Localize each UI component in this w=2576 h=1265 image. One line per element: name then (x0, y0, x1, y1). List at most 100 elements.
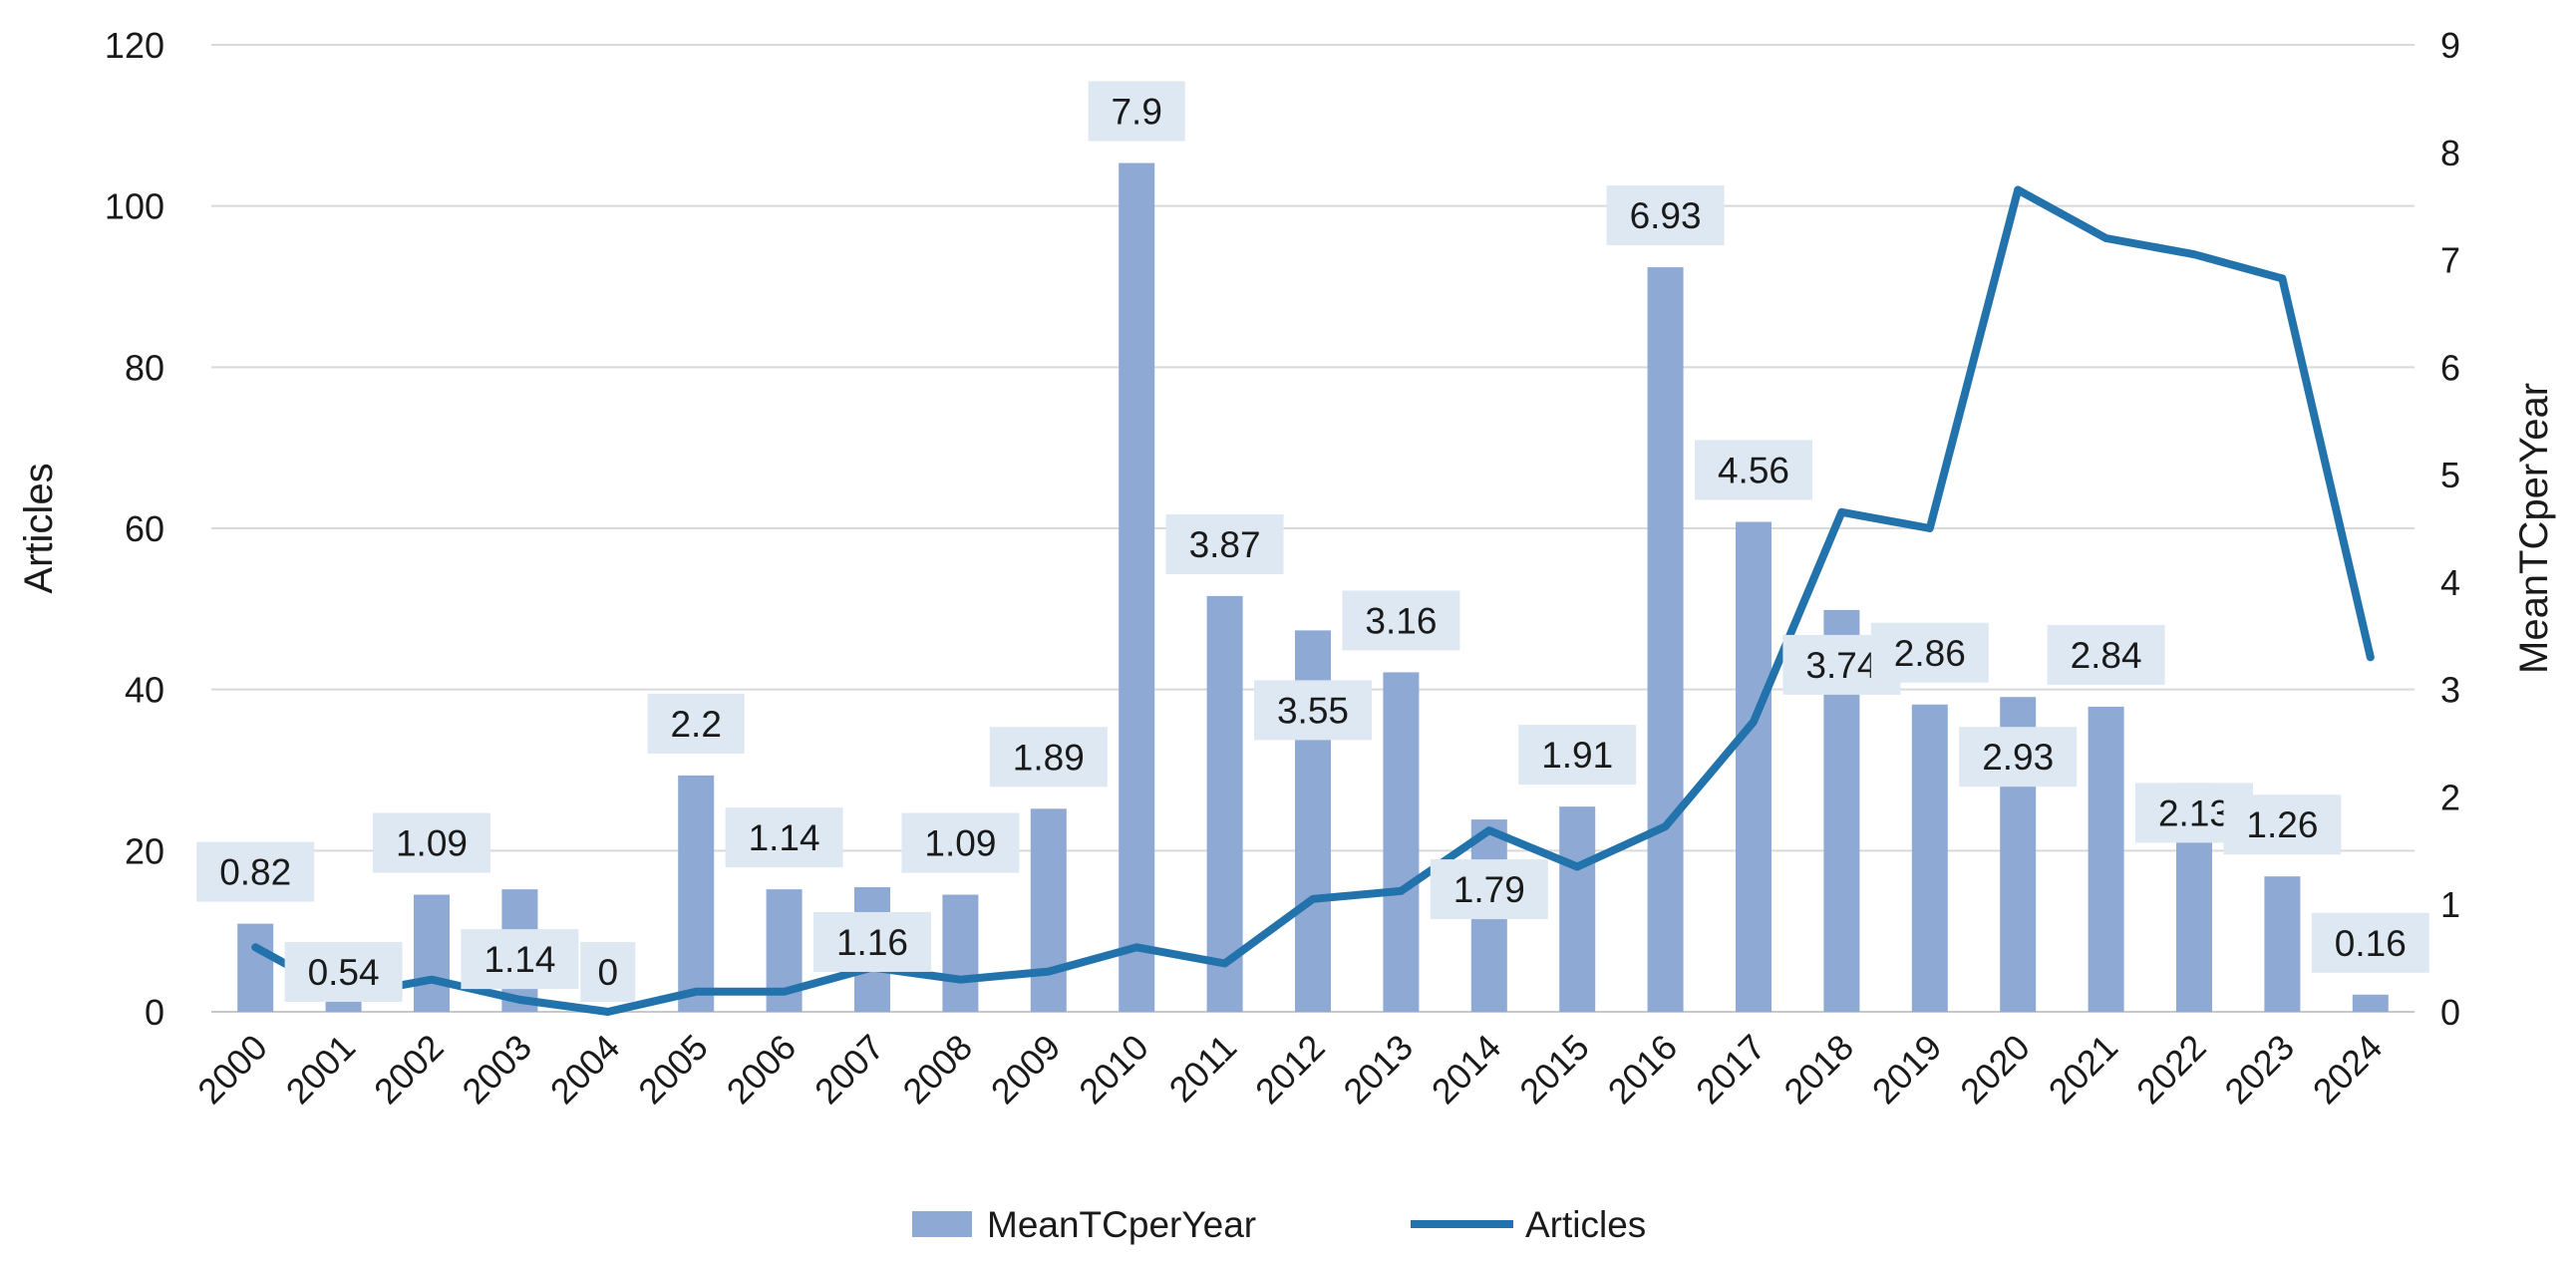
data-label: 2.93 (1982, 737, 2054, 778)
line-series (251, 185, 2375, 1016)
y-right-tick-label: 1 (2440, 884, 2460, 925)
y-right-tick-label: 9 (2440, 25, 2460, 66)
x-tick-label: 2023 (2216, 1027, 2302, 1112)
articles-line (251, 185, 2375, 1016)
data-label: 0.16 (2335, 923, 2407, 964)
legend: MeanTCperYear Articles (912, 1204, 1646, 1245)
x-tick-label: 2003 (454, 1027, 539, 1112)
data-label-box (1254, 680, 1372, 741)
data-label: 1.16 (836, 922, 908, 963)
x-tick-label: 2011 (1161, 1027, 1245, 1110)
y-right-tick-label: 4 (2440, 562, 2460, 603)
x-tick-label: 2022 (2128, 1027, 2214, 1112)
data-label-box (1342, 590, 1460, 651)
x-tick-label: 2013 (1335, 1027, 1421, 1112)
data-label: 1.89 (1013, 737, 1085, 778)
data-label: 2.2 (670, 704, 721, 745)
data-label-box (1695, 440, 1812, 500)
y-left-axis-title: Articles (17, 463, 61, 593)
bar-2023 (2264, 876, 2301, 1012)
data-label: 3.74 (1805, 645, 1877, 686)
x-tick-label: 2006 (719, 1027, 805, 1112)
y-right-axis-title: MeanTCperYear (2512, 383, 2556, 674)
y-left-tick-label: 20 (125, 830, 164, 871)
legend-swatch-bar (912, 1211, 972, 1237)
data-label: 3.87 (1189, 524, 1261, 565)
x-tick-label: 2019 (1864, 1027, 1950, 1112)
data-label-box (284, 942, 403, 1002)
bar-2017 (1736, 521, 1771, 1012)
data-label: 1.14 (749, 817, 820, 858)
data-label-box (1430, 859, 1548, 920)
y-left-tick-label: 0 (145, 992, 164, 1033)
bar-2011 (1206, 595, 1243, 1012)
x-tick-label: 2021 (2041, 1027, 2126, 1112)
data-label: 1.26 (2246, 804, 2318, 845)
data-label: 1.14 (483, 939, 555, 980)
x-tick-label: 2014 (1424, 1027, 1509, 1112)
bar-2024 (2352, 994, 2389, 1012)
data-label-box (1606, 185, 1725, 246)
y-right-tick-label: 0 (2440, 992, 2460, 1033)
data-label-box (725, 807, 843, 868)
data-label-box (580, 942, 636, 1002)
data-label-box (1165, 513, 1284, 574)
bar-2010 (1119, 162, 1155, 1013)
y-left-tick-label: 40 (125, 670, 164, 711)
data-label: 0.82 (219, 852, 291, 893)
x-tick-label: 2008 (894, 1027, 980, 1112)
x-tick-label: 2012 (1247, 1027, 1333, 1112)
y-left-tick-label: 100 (105, 186, 164, 227)
data-label-box (813, 911, 931, 972)
x-tick-label: 2010 (1071, 1027, 1156, 1112)
data-label: 1.09 (396, 823, 468, 864)
bar-series (237, 162, 2389, 1013)
bar-2013 (1383, 672, 1420, 1012)
data-label: 2.84 (2071, 635, 2142, 676)
x-tick-label: 2017 (1688, 1027, 1773, 1112)
data-label-box (989, 727, 1108, 788)
data-label-box (901, 812, 1020, 873)
y-right-tick-label: 3 (2440, 670, 2460, 711)
x-tick-label: 2024 (2305, 1027, 2391, 1112)
bar-2000 (237, 923, 274, 1012)
data-label: 4.56 (1718, 451, 1789, 491)
x-tick-label: 2005 (630, 1027, 716, 1112)
y-right-tick-label: 8 (2440, 133, 2460, 173)
x-tick-label: 2007 (806, 1027, 892, 1112)
x-tick-label: 2000 (189, 1027, 275, 1112)
data-label-box (1959, 727, 2078, 788)
bar-2019 (1911, 704, 1948, 1012)
data-label-box (1518, 725, 1637, 786)
data-label: 0.54 (308, 952, 380, 993)
data-label: 7.9 (1111, 92, 1161, 133)
legend-label-bar: MeanTCperYear (987, 1204, 1256, 1245)
data-label: 1.79 (1453, 869, 1525, 910)
data-label: 1.91 (1541, 735, 1613, 776)
data-label-box (461, 929, 579, 990)
bar-2016 (1647, 267, 1684, 1013)
data-label-box (196, 841, 315, 902)
x-tick-label: 2015 (1511, 1027, 1597, 1112)
y-left-tick-label: 120 (105, 25, 164, 66)
data-label: 3.55 (1277, 690, 1349, 731)
bar-2005 (678, 775, 715, 1012)
y-right-tick-label: 7 (2440, 240, 2460, 281)
y-right-tick-label: 5 (2440, 455, 2460, 495)
y-left-tick-label: 60 (125, 508, 164, 549)
x-tick-label: 2018 (1775, 1027, 1861, 1112)
data-label-box (1088, 81, 1185, 142)
y-right-tick-label: 2 (2440, 777, 2460, 817)
bar-2021 (2088, 706, 2124, 1012)
data-label-box (647, 693, 745, 754)
data-label: 2.86 (1894, 633, 1966, 674)
y-right-tick-label: 6 (2440, 347, 2460, 388)
legend-label-line: Articles (1525, 1204, 1646, 1245)
data-label: 1.09 (924, 823, 996, 864)
data-label-box (2223, 794, 2342, 855)
x-tick-label: 2009 (983, 1027, 1069, 1112)
data-label: 2.13 (2158, 792, 2230, 833)
x-tick-label: 2020 (1952, 1027, 2038, 1112)
data-label-box (1870, 622, 1989, 683)
